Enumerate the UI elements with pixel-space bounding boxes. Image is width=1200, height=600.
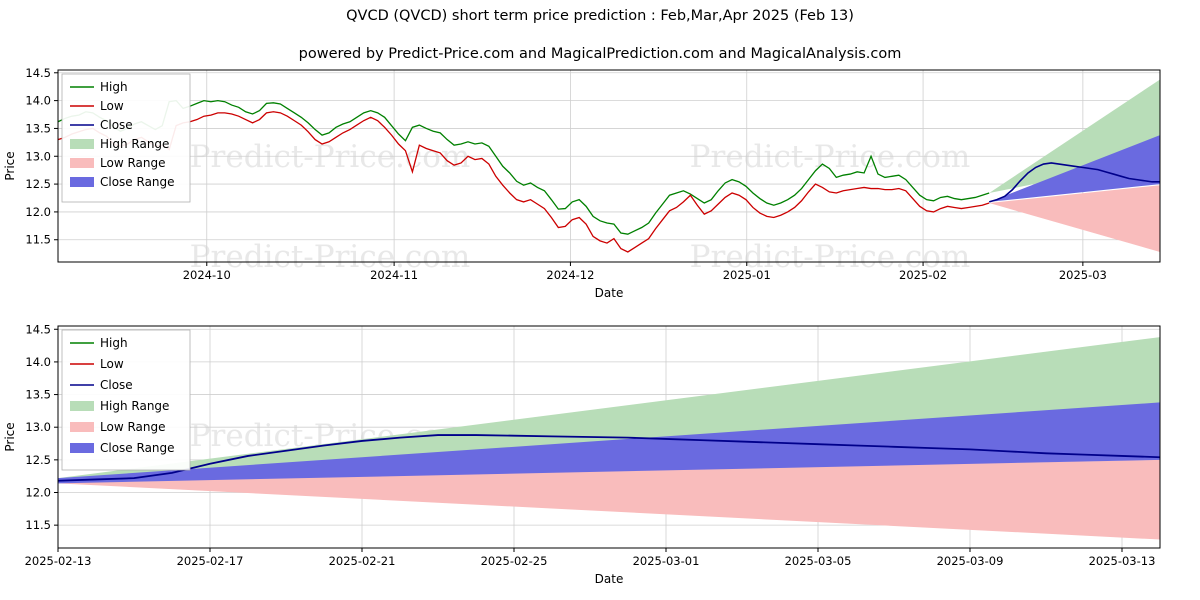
y-axis-ticks: 11.5 12.0 12.5 13.0 13.5 14.0 14.5: [25, 322, 58, 532]
series-lines: [57, 99, 1160, 253]
bottom-chart-panel: Predict-Price.comPredict-Price.com11.512…: [0, 318, 1200, 600]
legend-swatch-low-range: [70, 158, 94, 168]
plot-frame: [57, 325, 1161, 549]
forecast-bands: [989, 79, 1160, 252]
y-tick-label: 13.0: [25, 149, 51, 163]
x-tick-label: 2025-03-09: [937, 554, 1004, 568]
x-axis-ticks: 2024-10 2024-11 2024-12 2025-01 2025-02 2025-…: [183, 262, 1107, 282]
top-chart-svg: Predict-Price.com Predict-Price.com Predic…: [3, 66, 1161, 300]
x-tick-label: 2025-02-13: [25, 554, 92, 568]
x-tick-label: 2024-10: [183, 268, 231, 282]
low-range-band: [58, 459, 1160, 540]
x-axis-ticks: 2025-02-13 2025-02-17 2025-02-21 2025-02-25…: [25, 548, 1156, 568]
y-tick-label: 13.5: [25, 121, 51, 135]
plot-frame: [57, 69, 1161, 263]
x-axis-label: Date: [595, 286, 624, 300]
legend-label: Low Range: [100, 420, 165, 434]
y-axis-ticks: 11.5 12.0 12.5 13.0 13.5 14.0 14.5: [25, 66, 58, 247]
chart-title: QVCD (QVCD) short term price prediction …: [346, 8, 854, 24]
chart-subtitle: powered by Predict-Price.com and Magical…: [298, 46, 902, 62]
legend-label: High: [100, 336, 128, 350]
x-tick-label: 2024-11: [370, 268, 418, 282]
series-close: [988, 162, 1160, 203]
series-lines: [57, 434, 1161, 482]
x-tick-label: 2025-02: [899, 268, 947, 282]
legend-label: High Range: [100, 137, 169, 151]
close-range-band: [58, 402, 1160, 484]
x-tick-label: 2024-12: [546, 268, 594, 282]
bottom-chart-svg: Predict-Price.comPredict-Price.com11.512…: [3, 322, 1161, 586]
y-axis-label: Price: [3, 422, 17, 451]
y-tick-label: 14.0: [25, 355, 51, 369]
x-tick-label: 2025-02-21: [329, 554, 396, 568]
x-tick-label: 2025-02-25: [481, 554, 548, 568]
x-tick-label: 2025-03-01: [633, 554, 700, 568]
close-range-band: [989, 135, 1160, 202]
legend-swatch-close-range: [70, 443, 94, 453]
legend-label: Close: [100, 118, 133, 132]
y-tick-label: 12.5: [25, 453, 51, 467]
legend-label: High Range: [100, 399, 169, 413]
legend-label: Low Range: [100, 156, 165, 170]
top-chart-panel: Predict-Price.com Predict-Price.com Predic…: [0, 62, 1200, 310]
y-axis-label: Price: [3, 151, 17, 180]
series-low: [57, 111, 990, 253]
y-tick-label: 12.0: [25, 486, 51, 500]
y-tick-label: 14.5: [25, 66, 51, 80]
grid-lines: [58, 70, 1160, 262]
legend-label: Close: [100, 378, 133, 392]
x-tick-label: 2025-02-17: [177, 554, 244, 568]
x-axis-label: Date: [595, 572, 624, 586]
chart-legend: High Low Close High Range Low Range Close Ran…: [61, 73, 191, 203]
legend-swatch-close-range: [70, 177, 94, 187]
watermark-text: Predict-Price.com: [190, 139, 471, 175]
y-tick-label: 12.0: [25, 205, 51, 219]
legend-swatch-high-range: [70, 139, 94, 149]
legend-swatch-low-range: [70, 422, 94, 432]
y-tick-label: 13.5: [25, 388, 51, 402]
legend-label: Low: [100, 357, 124, 371]
series-close: [57, 434, 1161, 482]
x-tick-label: 2025-03-13: [1089, 554, 1156, 568]
watermark-group: Predict-Price.com Predict-Price.com Predic…: [190, 139, 971, 275]
y-tick-label: 13.0: [25, 420, 51, 434]
y-tick-label: 14.5: [25, 322, 51, 336]
y-tick-label: 11.5: [25, 233, 51, 247]
legend-swatch-high-range: [70, 401, 94, 411]
y-tick-label: 11.5: [25, 518, 51, 532]
x-tick-label: 2025-01: [723, 268, 771, 282]
chart-legend: High Low Close High Range Low Range Close Ran…: [61, 329, 191, 471]
legend-label: Close Range: [100, 175, 175, 189]
y-tick-label: 12.5: [25, 177, 51, 191]
watermark-text: Predict-Price.com: [690, 239, 971, 275]
legend-label: Close Range: [100, 441, 175, 455]
legend-label: Low: [100, 99, 124, 113]
watermark-text: Predict-Price.com: [190, 239, 471, 275]
series-high: [57, 99, 990, 235]
x-tick-label: 2025-03-05: [785, 554, 852, 568]
x-tick-label: 2025-03: [1059, 268, 1107, 282]
legend-label: High: [100, 80, 128, 94]
low-range-band: [989, 185, 1160, 252]
y-tick-label: 14.0: [25, 94, 51, 108]
